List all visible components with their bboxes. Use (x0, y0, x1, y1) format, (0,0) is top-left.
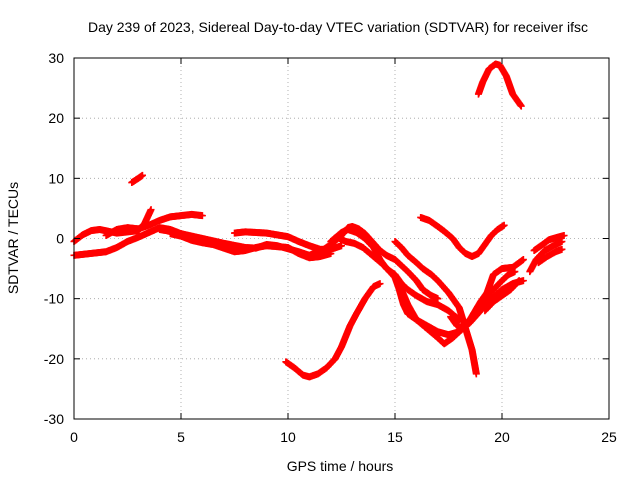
data-point (511, 268, 519, 276)
series-arc-4 (102, 210, 206, 239)
data-point (376, 280, 384, 288)
chart-title: Day 239 of 2023, Sidereal Day-to-day VTE… (88, 19, 588, 35)
series-arc-3 (128, 171, 146, 187)
series-arc-7 (231, 228, 345, 253)
data-point (560, 231, 568, 239)
data-point (198, 212, 206, 220)
x-tick-label: 25 (601, 429, 617, 445)
y-tick-label: -30 (44, 411, 64, 427)
y-tick-label: 30 (48, 50, 64, 66)
y-tick-label: -20 (44, 351, 64, 367)
y-tick-label: -10 (44, 291, 64, 307)
y-tick-label: 0 (56, 231, 64, 247)
x-tick-label: 5 (177, 429, 185, 445)
x-tick-label: 15 (387, 429, 403, 445)
x-tick-label: 20 (494, 429, 510, 445)
series-arc-11 (391, 238, 480, 378)
data-layer (70, 60, 568, 381)
series-arc-13 (282, 280, 384, 381)
series-arc-16 (481, 277, 523, 315)
data-point (517, 102, 525, 110)
x-tick-label: 10 (280, 429, 296, 445)
data-point (338, 242, 345, 250)
data-point (558, 245, 566, 253)
data-point (472, 370, 480, 378)
tick-layer: 0 5 10 15 20 25 -30 -20 -10 0 10 20 30 (44, 50, 617, 445)
data-point (519, 256, 527, 264)
series-arc-17 (474, 60, 525, 110)
series-arc-19 (530, 231, 568, 255)
y-tick-label: 10 (48, 170, 64, 186)
series-arc-18 (526, 238, 566, 276)
y-axis-label: SDTVAR / TECUs (5, 182, 21, 294)
data-point (515, 277, 523, 285)
series-arc-15 (447, 268, 519, 333)
x-tick-label: 0 (70, 429, 78, 445)
x-axis-label: GPS time / hours (287, 458, 394, 474)
y-tick-label: 20 (48, 110, 64, 126)
data-point (434, 295, 442, 303)
data-point (147, 206, 155, 214)
series-arc-20 (534, 245, 566, 267)
series-arc-14 (417, 213, 508, 261)
data-point (138, 171, 146, 179)
data-point (500, 221, 508, 229)
